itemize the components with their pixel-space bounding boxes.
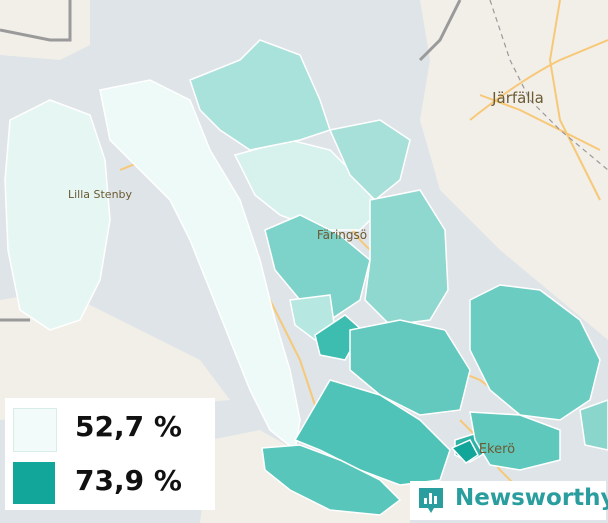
legend-swatch-high: [13, 462, 55, 504]
region: [261, 444, 402, 516]
legend-swatch-low: [13, 408, 57, 452]
legend-item-low: 52,7 %: [11, 406, 211, 452]
newsworthy-logo: Newsworthy: [410, 481, 608, 520]
region: [469, 411, 561, 471]
region: [328, 119, 411, 202]
place-label-lilla-stenby: Lilla Stenby: [68, 188, 133, 201]
region: [469, 284, 601, 421]
region: [264, 214, 371, 321]
bar-chart-badge-icon: [419, 488, 443, 513]
legend-item-high: 73,9 %: [11, 460, 211, 504]
region: [364, 189, 449, 326]
legend-label-low: 52,7 %: [75, 410, 182, 443]
choropleth-regions: [4, 39, 608, 516]
place-label-ekero: Ekerö: [479, 442, 515, 457]
railway: [489, 0, 608, 171]
legend-label-high: 73,9 %: [75, 464, 182, 497]
brand-name: Newsworthy: [455, 485, 608, 511]
land-area: [420, 0, 608, 340]
place-label-jarfalla: Järfälla: [491, 89, 544, 107]
land-area: [0, 0, 90, 60]
region: [4, 99, 111, 331]
boundaries: [0, 0, 462, 322]
legend: 52,7 % 73,9 %: [5, 398, 215, 510]
place-label-faringso: Färingsö: [317, 228, 367, 242]
region: [579, 399, 608, 451]
region: [349, 319, 471, 416]
region: [450, 439, 479, 464]
